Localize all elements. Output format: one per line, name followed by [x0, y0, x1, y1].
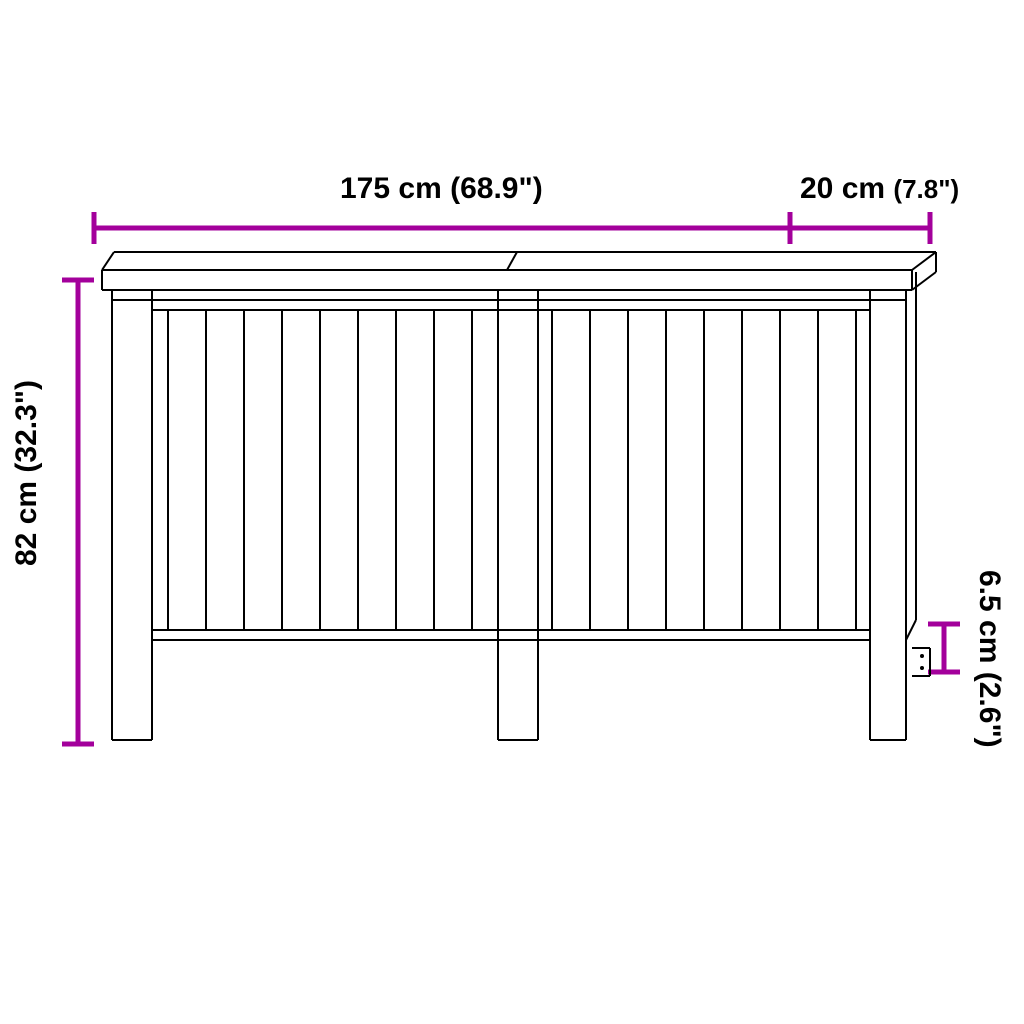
diagram-stage: { "colors": { "accent": "#a3009b", "line… — [0, 0, 1024, 1024]
depth-label: 20 cm (7.8") — [800, 172, 959, 206]
dimension-drawing — [0, 0, 1024, 1024]
height-label: 82 cm (32.3") — [10, 380, 44, 566]
width-label: 175 cm (68.9") — [340, 172, 543, 206]
gap-label: 6.5 cm (2.6") — [972, 570, 1006, 748]
